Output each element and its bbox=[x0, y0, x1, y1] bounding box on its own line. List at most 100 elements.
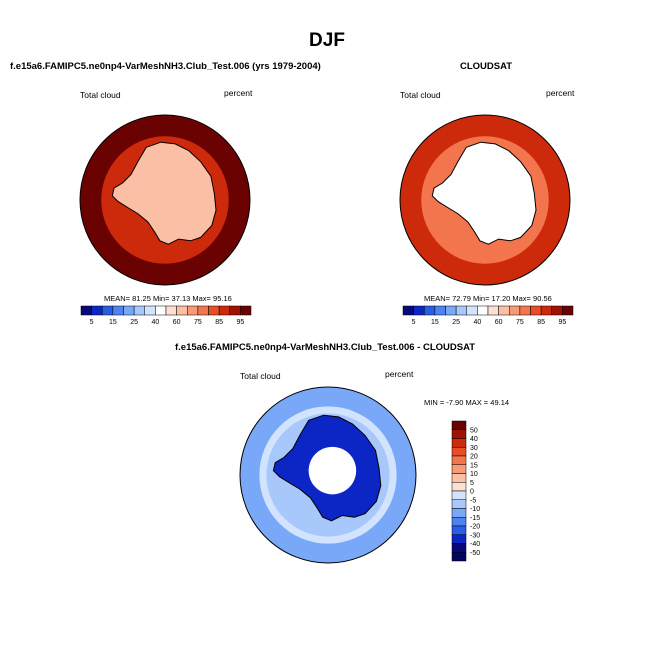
colorbar-2-swatch bbox=[445, 305, 457, 316]
colorbar-3-swatch bbox=[451, 420, 467, 430]
colorbar-3-tick-label: 5 bbox=[470, 480, 474, 487]
polar-map-difference bbox=[240, 387, 416, 563]
panel-1-title: f.e15a6.FAMIPC5.ne0np4-VarMeshNH3.Club_T… bbox=[10, 61, 321, 72]
colorbar-3-tick-label: -10 bbox=[470, 506, 480, 513]
colorbar-2-swatch bbox=[413, 305, 425, 316]
colorbar-3-swatch bbox=[451, 438, 467, 448]
figure-title: DJF bbox=[309, 30, 345, 51]
colorbar-3-tick-label: -30 bbox=[470, 532, 480, 539]
map-1-border bbox=[79, 114, 251, 286]
panel-3-stats: MIN = -7.90 MAX = 49.14 bbox=[424, 398, 510, 407]
panel-1-stats: MEAN= 81.25 Min= 37.13 Max= 95.16 bbox=[104, 294, 232, 303]
colorbar-2-tick-label: 95 bbox=[558, 319, 566, 326]
missing-pole-3 bbox=[308, 446, 357, 495]
colorbar-2-swatch bbox=[487, 305, 499, 316]
colorbar-2-tick-label: 85 bbox=[537, 319, 545, 326]
colorbar-3-swatch bbox=[451, 534, 467, 544]
colorbar-3-tick-label: -50 bbox=[470, 550, 480, 557]
coastline-1 bbox=[111, 141, 217, 245]
colorbar-3-tick-label: 50 bbox=[470, 427, 478, 434]
colorbar-2-swatch bbox=[551, 305, 563, 316]
colorbar-1-swatch bbox=[144, 305, 156, 316]
colorbar-2-swatch bbox=[455, 305, 467, 316]
panel-3-title: f.e15a6.FAMIPC5.ne0np4-VarMeshNH3.Club_T… bbox=[175, 342, 476, 353]
colorbar-3-tick-label: -20 bbox=[470, 524, 480, 531]
colorbar-3-tick-label: -5 bbox=[470, 497, 476, 504]
colorbar-1-tick-label: 75 bbox=[194, 319, 202, 326]
colorbar-3-swatch bbox=[451, 490, 467, 500]
colorbar-2-swatch bbox=[509, 305, 521, 316]
colorbar-1: 5 15 25 40 60 75 85 95 bbox=[80, 305, 252, 326]
colorbar-3-tick-label: 0 bbox=[470, 489, 474, 496]
colorbar-1-swatch bbox=[208, 305, 220, 316]
colorbar-3-swatch bbox=[451, 473, 467, 483]
colorbar-1-tick-label: 15 bbox=[109, 319, 117, 326]
colorbar-2-swatch bbox=[402, 305, 414, 316]
colorbar-1-swatch bbox=[229, 305, 241, 316]
colorbar-2-swatch bbox=[530, 305, 542, 316]
colorbar-1-tick-label: 25 bbox=[130, 319, 138, 326]
colorbar-3-swatch bbox=[451, 517, 467, 527]
colorbar-1-swatch bbox=[133, 305, 145, 316]
colorbar-1-swatch bbox=[165, 305, 177, 316]
colorbar-1-swatch bbox=[112, 305, 124, 316]
colorbar-1-tick-label: 40 bbox=[151, 319, 159, 326]
colorbar-2-tick-label: 25 bbox=[452, 319, 460, 326]
colorbar-3-swatch bbox=[451, 429, 467, 439]
colorbar-1-tick-label: 5 bbox=[90, 319, 94, 326]
panel-2-left-label: Total cloud bbox=[400, 90, 441, 100]
colorbar-2-swatch bbox=[434, 305, 446, 316]
colorbar-2-swatch bbox=[562, 305, 574, 316]
panel-1-left-label: Total cloud bbox=[80, 90, 121, 100]
panel-2-stats: MEAN= 72.79 Min= 17.20 Max= 90.56 bbox=[424, 294, 552, 303]
colorbar-1-swatch bbox=[240, 305, 252, 316]
colorbar-3-swatch bbox=[451, 499, 467, 509]
polar-map-cloudsat bbox=[400, 115, 570, 285]
map-2-border bbox=[399, 114, 571, 286]
polar-map-model bbox=[80, 115, 250, 285]
panel-3-right-label: percent bbox=[385, 369, 414, 379]
colorbar-2-swatch bbox=[424, 305, 436, 316]
colorbar-1-swatch bbox=[218, 305, 230, 316]
coastline-3 bbox=[272, 414, 382, 522]
colorbar-1-swatch bbox=[123, 305, 135, 316]
colorbar-3-swatch bbox=[451, 447, 467, 457]
colorbar-3-swatch bbox=[451, 508, 467, 518]
map-3-border bbox=[239, 386, 417, 564]
colorbar-2-tick-label: 40 bbox=[473, 319, 481, 326]
colorbar-3-swatch bbox=[451, 543, 467, 553]
colorbar-3-swatch bbox=[451, 482, 467, 492]
colorbar-2-tick-label: 15 bbox=[431, 319, 439, 326]
colorbar-1-swatch bbox=[80, 305, 92, 316]
colorbar-2-tick-label: 5 bbox=[412, 319, 416, 326]
colorbar-3-tick-label: 40 bbox=[470, 436, 478, 443]
colorbar-2: 5 15 25 40 60 75 85 95 bbox=[402, 305, 574, 326]
colorbar-3-tick-label: 15 bbox=[470, 462, 478, 469]
colorbar-3-swatch bbox=[451, 525, 467, 535]
colorbar-2-swatch bbox=[466, 305, 478, 316]
colorbar-2-swatch bbox=[540, 305, 552, 316]
missing-pole-2 bbox=[466, 172, 513, 219]
colorbar-1-swatch bbox=[176, 305, 188, 316]
colorbar-1-tick-label: 85 bbox=[215, 319, 223, 326]
colorbar-1-tick-label: 60 bbox=[173, 319, 181, 326]
colorbar-2-swatch bbox=[519, 305, 531, 316]
coastline-2 bbox=[431, 141, 537, 245]
colorbar-2-swatch bbox=[477, 305, 489, 316]
colorbar-1-swatch bbox=[187, 305, 199, 316]
colorbar-2-tick-label: 60 bbox=[495, 319, 503, 326]
colorbar-3-tick-label: 30 bbox=[470, 445, 478, 452]
panel-2-title: CLOUDSAT bbox=[460, 61, 513, 72]
continent-field-1 bbox=[112, 142, 216, 245]
colorbar-3-tick-label: -15 bbox=[470, 515, 480, 522]
colorbar-1-tick-label: 95 bbox=[236, 319, 244, 326]
panel-3-left-label: Total cloud bbox=[240, 371, 281, 381]
colorbar-3-tick-label: 10 bbox=[470, 471, 478, 478]
colorbar-1-swatch bbox=[155, 305, 167, 316]
colorbar-3-tick-label: -40 bbox=[470, 541, 480, 548]
colorbar-2-tick-label: 75 bbox=[516, 319, 524, 326]
colorbar-1-swatch bbox=[197, 305, 209, 316]
colorbar-3-swatch bbox=[451, 455, 467, 465]
